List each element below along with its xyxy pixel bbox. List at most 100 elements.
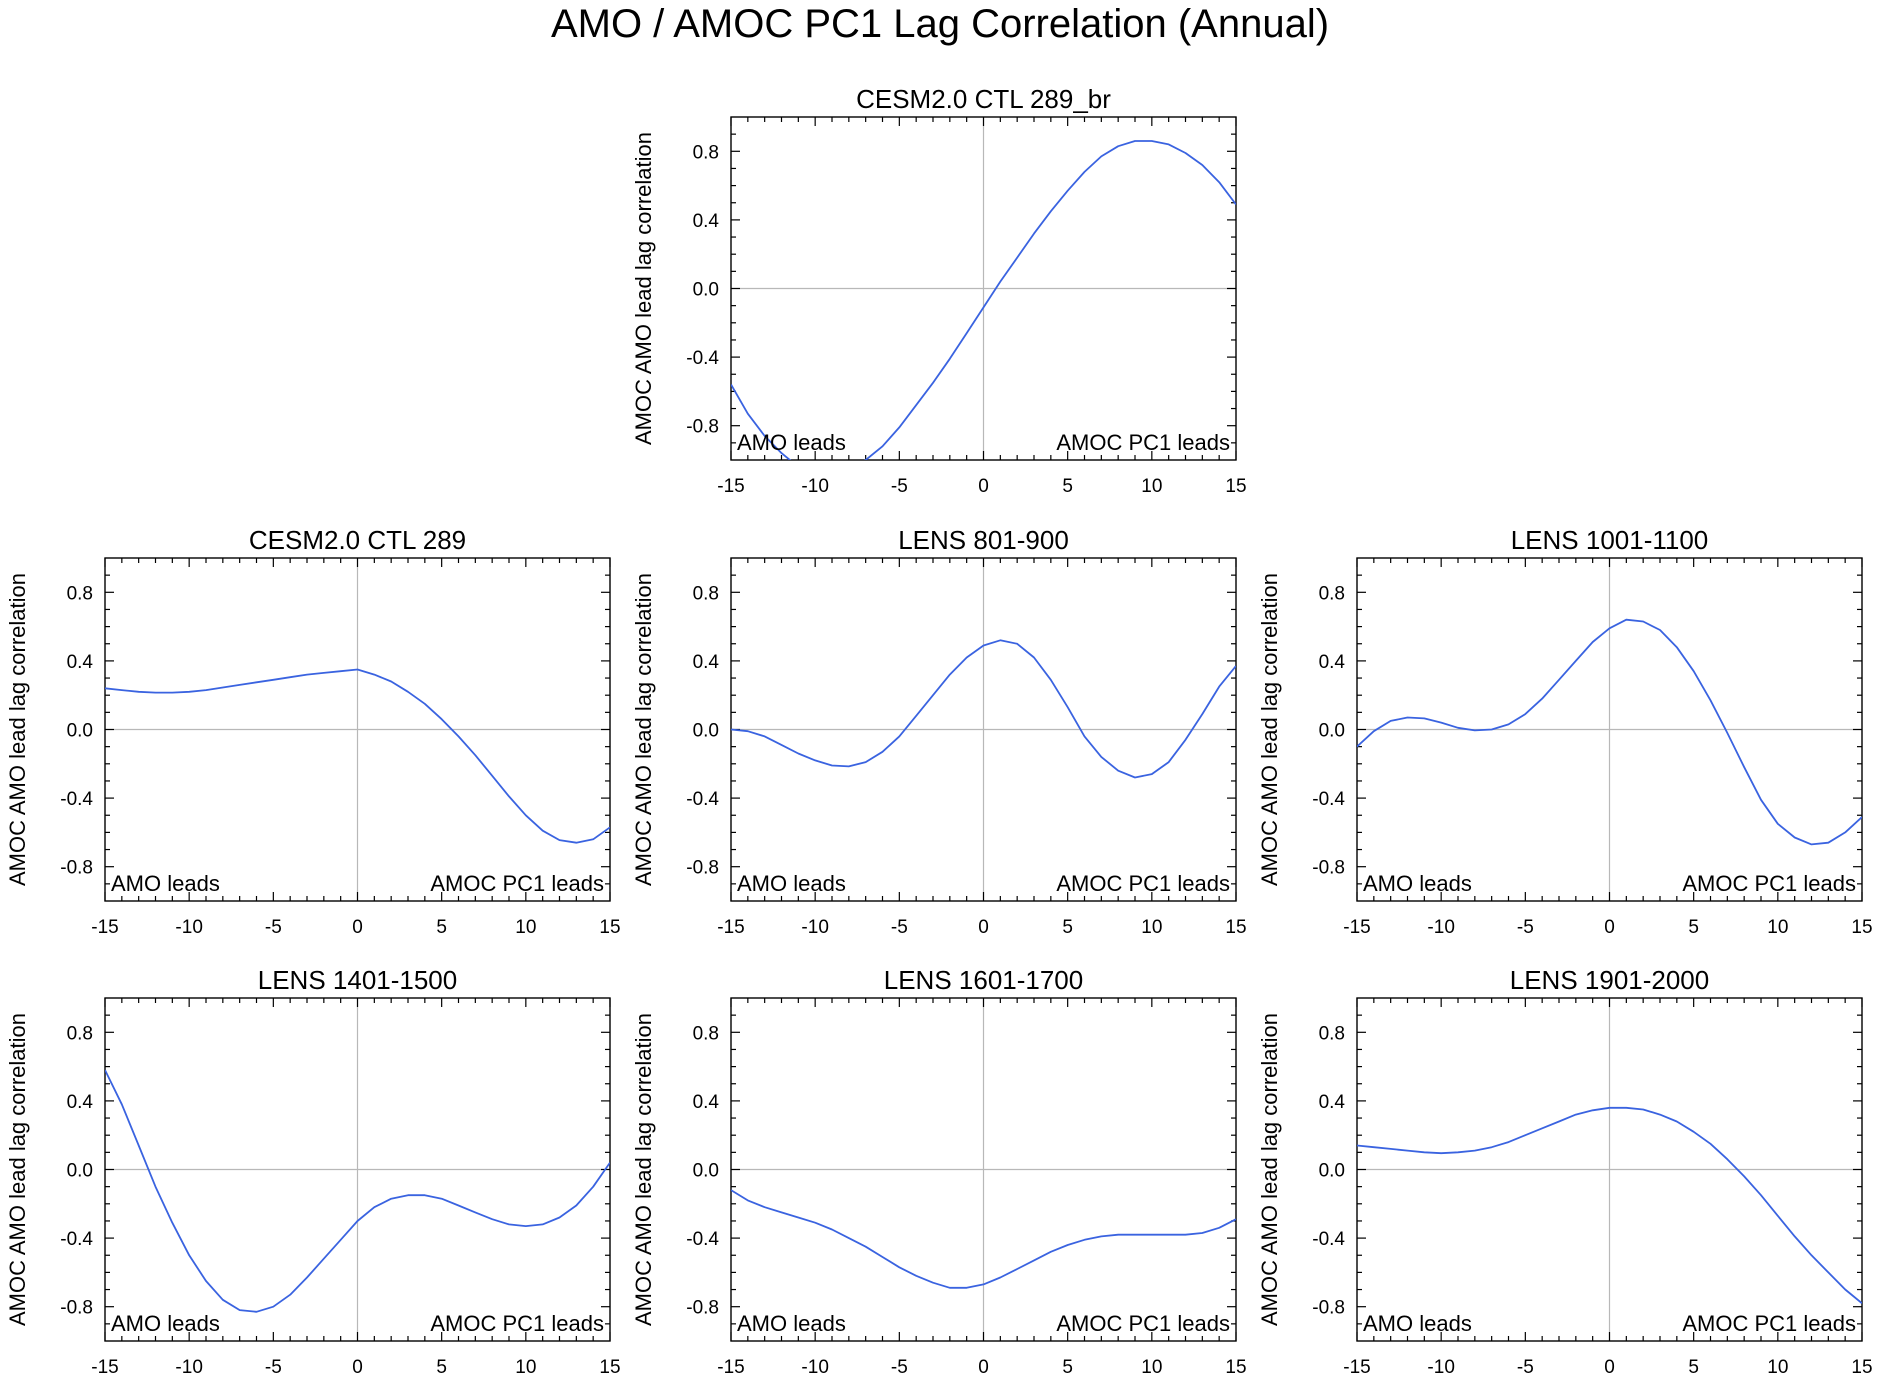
x-tick-label: -15 bbox=[1343, 917, 1370, 938]
x-tick-label: 5 bbox=[436, 917, 447, 938]
panel-title: LENS 1601-1700 bbox=[884, 965, 1083, 995]
chart-panel: -15 -10 -5 0 5 10 15 -0.8 -0.4 0.0 0.4 0.8 AMOC AMO … bbox=[1257, 965, 1873, 1378]
y-tick-label: 0.4 bbox=[693, 652, 720, 673]
y-tick-label: -0.4 bbox=[1312, 789, 1345, 810]
y-tick-label: -0.8 bbox=[686, 858, 719, 879]
x-tick-label: -15 bbox=[91, 1357, 118, 1378]
y-tick-label: 0.0 bbox=[1319, 721, 1345, 742]
y-tick-label: 0.4 bbox=[67, 652, 94, 673]
y-tick-label: 0.0 bbox=[693, 721, 719, 742]
x-tick-label: 15 bbox=[599, 917, 620, 938]
chart-panel: -15 -10 -5 0 5 10 15 -0.8 -0.4 0.0 0.4 0.8 AMOC AMO … bbox=[631, 965, 1247, 1378]
y-tick-label: 0.4 bbox=[693, 1092, 720, 1113]
annotation-amoc-leads: AMOC PC1 leads bbox=[1682, 871, 1856, 896]
y-tick-label: 0.8 bbox=[67, 583, 93, 604]
x-tick-label: 15 bbox=[1225, 917, 1246, 938]
annotation-amoc-leads: AMOC PC1 leads bbox=[430, 871, 604, 896]
y-tick-label: 0.0 bbox=[67, 721, 93, 742]
y-tick-label: 0.0 bbox=[693, 280, 719, 301]
x-tick-label: -5 bbox=[265, 1357, 282, 1378]
x-tick-label: -5 bbox=[891, 1357, 908, 1378]
y-tick-label: 0.8 bbox=[1319, 583, 1345, 604]
y-tick-label: 0.4 bbox=[67, 1092, 94, 1113]
y-tick-label: 0.4 bbox=[693, 211, 720, 232]
y-tick-label: 0.0 bbox=[67, 1161, 93, 1182]
x-tick-label: -5 bbox=[891, 917, 908, 938]
figure-title: AMO / AMOC PC1 Lag Correlation (Annual) bbox=[551, 2, 1329, 46]
y-tick-label: -0.8 bbox=[686, 1298, 719, 1319]
chart-panel: -15 -10 -5 0 5 10 15 -0.8 -0.4 0.0 0.4 0.8 AMOC AMO … bbox=[631, 84, 1247, 497]
panel-title: CESM2.0 CTL 289_br bbox=[856, 84, 1111, 114]
x-tick-label: 10 bbox=[1767, 1357, 1788, 1378]
x-tick-label: -15 bbox=[91, 917, 118, 938]
y-axis-label: AMOC AMO lead lag correlation bbox=[631, 132, 656, 445]
x-tick-label: -15 bbox=[717, 1357, 744, 1378]
x-tick-label: 5 bbox=[1062, 476, 1073, 497]
annotation-amoc-leads: AMOC PC1 leads bbox=[1056, 1311, 1230, 1336]
x-tick-label: 15 bbox=[599, 1357, 620, 1378]
y-tick-label: -0.4 bbox=[686, 789, 719, 810]
panels-container: -15 -10 -5 0 5 10 15 -0.8 -0.4 0.0 0.4 0.8 AMOC AMO … bbox=[5, 84, 1873, 1378]
x-tick-label: -5 bbox=[1517, 917, 1534, 938]
chart-panel: -15 -10 -5 0 5 10 15 -0.8 -0.4 0.0 0.4 0.8 AMOC AMO … bbox=[1257, 525, 1873, 938]
x-tick-label: 15 bbox=[1851, 1357, 1872, 1378]
x-tick-label: 0 bbox=[1604, 917, 1615, 938]
x-tick-label: 15 bbox=[1225, 1357, 1246, 1378]
x-tick-label: 0 bbox=[352, 917, 363, 938]
x-tick-label: -10 bbox=[175, 1357, 202, 1378]
y-tick-label: -0.8 bbox=[60, 858, 93, 879]
x-tick-label: -15 bbox=[717, 476, 744, 497]
panel-title: LENS 1001-1100 bbox=[1511, 525, 1709, 555]
x-tick-label: -10 bbox=[1427, 1357, 1454, 1378]
y-tick-label: -0.4 bbox=[60, 1229, 93, 1250]
y-tick-label: -0.8 bbox=[1312, 858, 1345, 879]
y-tick-label: 0.8 bbox=[693, 1023, 719, 1044]
y-tick-label: 0.8 bbox=[693, 583, 719, 604]
x-tick-label: 0 bbox=[1604, 1357, 1615, 1378]
x-tick-label: 10 bbox=[1141, 476, 1162, 497]
annotation-amo-leads: AMO leads bbox=[1363, 871, 1472, 896]
annotation-amo-leads: AMO leads bbox=[737, 871, 846, 896]
y-tick-label: 0.0 bbox=[693, 1161, 719, 1182]
y-tick-label: 0.4 bbox=[1319, 652, 1346, 673]
x-tick-label: -10 bbox=[175, 917, 202, 938]
annotation-amoc-leads: AMOC PC1 leads bbox=[1056, 430, 1230, 455]
x-tick-label: 5 bbox=[1062, 1357, 1073, 1378]
y-axis-label: AMOC AMO lead lag correlation bbox=[1257, 1013, 1282, 1326]
y-axis-label: AMOC AMO lead lag correlation bbox=[5, 573, 30, 886]
annotation-amoc-leads: AMOC PC1 leads bbox=[430, 1311, 604, 1336]
y-tick-label: -0.8 bbox=[686, 417, 719, 438]
x-tick-label: -15 bbox=[1343, 1357, 1370, 1378]
y-tick-label: 0.0 bbox=[1319, 1161, 1345, 1182]
y-axis-label: AMOC AMO lead lag correlation bbox=[1257, 573, 1282, 886]
annotation-amoc-leads: AMOC PC1 leads bbox=[1056, 871, 1230, 896]
y-tick-label: -0.4 bbox=[1312, 1229, 1345, 1250]
x-tick-label: 5 bbox=[436, 1357, 447, 1378]
x-tick-label: -15 bbox=[717, 917, 744, 938]
annotation-amo-leads: AMO leads bbox=[111, 871, 220, 896]
x-tick-label: 10 bbox=[515, 1357, 536, 1378]
x-tick-label: -10 bbox=[801, 917, 828, 938]
y-axis-label: AMOC AMO lead lag correlation bbox=[631, 1013, 656, 1326]
y-axis-label: AMOC AMO lead lag correlation bbox=[5, 1013, 30, 1326]
x-tick-label: 5 bbox=[1688, 917, 1699, 938]
annotation-amo-leads: AMO leads bbox=[111, 1311, 220, 1336]
chart-panel: -15 -10 -5 0 5 10 15 -0.8 -0.4 0.0 0.4 0.8 AMOC AMO … bbox=[5, 965, 621, 1378]
x-tick-label: 10 bbox=[1141, 917, 1162, 938]
y-tick-label: -0.4 bbox=[686, 1229, 719, 1250]
y-tick-label: -0.4 bbox=[686, 348, 719, 369]
x-tick-label: 15 bbox=[1851, 917, 1872, 938]
x-tick-label: -10 bbox=[801, 476, 828, 497]
x-tick-label: -10 bbox=[801, 1357, 828, 1378]
x-tick-label: 0 bbox=[978, 917, 989, 938]
y-axis-label: AMOC AMO lead lag correlation bbox=[631, 573, 656, 886]
x-tick-label: -10 bbox=[1427, 917, 1454, 938]
x-tick-label: 0 bbox=[352, 1357, 363, 1378]
chart-panel: -15 -10 -5 0 5 10 15 -0.8 -0.4 0.0 0.4 0.8 AMOC AMO … bbox=[5, 525, 621, 938]
series-line bbox=[105, 1069, 610, 1313]
x-tick-label: -5 bbox=[1517, 1357, 1534, 1378]
annotation-amoc-leads: AMOC PC1 leads bbox=[1682, 1311, 1856, 1336]
x-tick-label: 15 bbox=[1225, 476, 1246, 497]
y-tick-label: -0.4 bbox=[60, 789, 93, 810]
